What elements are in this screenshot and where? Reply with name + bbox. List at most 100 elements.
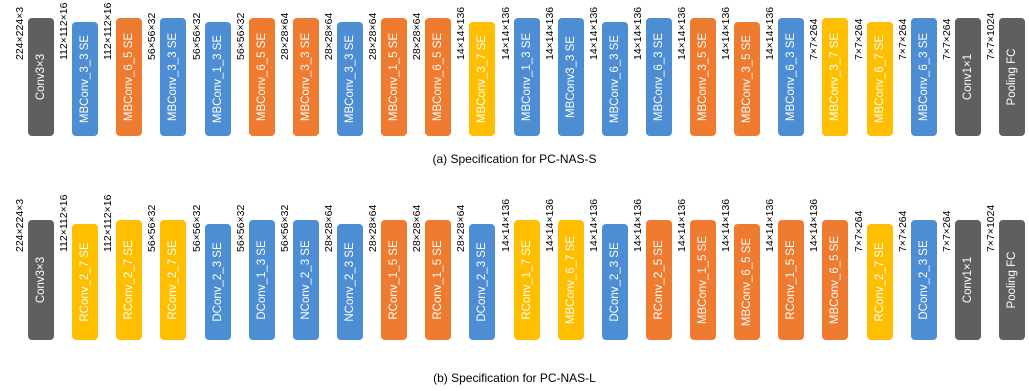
dimension-label: 56×56×32 xyxy=(146,204,159,252)
dimension-label: 14×14×136 xyxy=(499,6,512,60)
dimension-label: 14×14×136 xyxy=(499,198,512,252)
dimension-label: 7×7×264 xyxy=(940,210,953,252)
layer-block: MBConv_6_5 SE xyxy=(116,18,143,136)
layer-label: RConv_2_7 SE xyxy=(79,242,92,322)
layer-block: Conv3×3 xyxy=(28,18,54,136)
layer-label: RConv_2_5 SE xyxy=(652,240,665,320)
layer-block: MBConv_6_5 SE xyxy=(822,220,849,340)
layer-block: MBConv_6_5 SE xyxy=(734,224,761,340)
layer-block: MBConv_6_3 SE xyxy=(910,18,937,136)
pc-nas-l-diagram: 224×224×3 Conv3×3 112×112×16 RConv_2_7 SE 11… xyxy=(0,190,1029,350)
layer-block: MBConv_6_7 SE xyxy=(866,22,893,136)
layer-block: MBConv_3_3 SE xyxy=(336,22,363,136)
layer-label: MBConv_3_3 SE xyxy=(343,34,356,124)
layer-label: Conv3×3 xyxy=(35,256,47,304)
layer-block: Conv1×1 xyxy=(954,220,981,340)
layer-label: NConv_2_3 SE xyxy=(343,242,356,322)
dimension-label: 7×7×264 xyxy=(896,18,909,60)
layer-block: RConv_1_5 SE xyxy=(778,220,805,340)
layer-label: MBConv_6_5 SE xyxy=(255,32,268,122)
layer-label: MBConv_6_5 SE xyxy=(123,32,136,122)
layer-block: RConv_2_7 SE xyxy=(116,220,143,340)
layer-label: MBConv_3_7 SE xyxy=(829,32,842,122)
layer-block: RConv_1_5 SE xyxy=(425,220,452,340)
layer-block: DConv_2_3 SE xyxy=(601,224,628,340)
dimension-label: 224×224×3 xyxy=(14,198,26,252)
dimension-label: 28×28×64 xyxy=(411,12,424,60)
layer-block: DConv_1_3 SE xyxy=(248,220,275,340)
layer-label: DConv_2_3 SE xyxy=(608,242,621,322)
layer-block: RConv_2_7 SE xyxy=(866,224,893,340)
layer-block: MBConv_6_3 SE xyxy=(645,18,672,136)
dimension-label: 28×28×64 xyxy=(411,204,424,252)
layer-label: Conv1×1 xyxy=(961,53,974,101)
dimension-label: 14×14×136 xyxy=(720,198,733,252)
layer-label: MBConv_6_3 SE xyxy=(608,34,621,124)
dimension-label: 7×7×264 xyxy=(852,210,865,252)
layer-label: MBConv_1_3 SE xyxy=(520,32,533,122)
dimension-label: 14×14×136 xyxy=(543,198,556,252)
layer-label: RConv_2_7 SE xyxy=(167,240,180,320)
dimension-label: 7×7×1024 xyxy=(985,204,997,252)
layer-label: Conv1×1 xyxy=(961,256,974,304)
layer-block: Pooling FC xyxy=(999,18,1025,136)
layer-label: MBConv_3_5 SE xyxy=(697,32,710,122)
layer-block: MBConv_6_3 SE xyxy=(778,18,805,136)
layer-block: NConv_2_3 SE xyxy=(336,224,363,340)
layer-label: Pooling FC xyxy=(1006,251,1018,309)
layer-label: RConv_1_5 SE xyxy=(388,240,401,320)
dimension-label: 112×112×16 xyxy=(58,194,71,252)
layer-label: MBConv_6_5 SE xyxy=(741,237,754,327)
layer-label: MBConv_6_5 SE xyxy=(432,32,445,122)
pc-nas-l-caption: (b) Specification for PC-NAS-L xyxy=(433,371,596,385)
dimension-label: 14×14×136 xyxy=(764,6,777,60)
dimension-label: 14×14×136 xyxy=(764,198,777,252)
dimension-label: 28×28×64 xyxy=(278,12,291,60)
layer-label: MBConv_6_3 SE xyxy=(652,32,665,122)
layer-block: RConv_1_7 SE xyxy=(513,220,540,340)
layer-label: RConv_1_5 SE xyxy=(785,240,798,320)
dimension-label: 14×14×136 xyxy=(543,6,556,60)
dimension-label: 112×112×16 xyxy=(102,2,115,60)
dimension-label: 7×7×264 xyxy=(940,18,953,60)
dimension-label: 14×14×136 xyxy=(587,198,600,252)
layer-block: MBConv3_3 SE xyxy=(557,18,584,136)
layer-block: Pooling FC xyxy=(999,220,1025,340)
dimension-label: 56×56×32 xyxy=(234,204,247,252)
pc-nas-s-caption: (a) Specification for PC-NAS-S xyxy=(432,152,597,166)
dimension-label: 28×28×64 xyxy=(455,204,468,252)
layer-block: MBConv_3_3 SE xyxy=(72,22,99,136)
dimension-label: 224×224×3 xyxy=(14,6,26,60)
dimension-label: 56×56×32 xyxy=(278,204,291,252)
layer-label: DConv_2_3 SE xyxy=(476,242,489,322)
layer-block: DConv_2_3 SE xyxy=(204,224,231,340)
dimension-label: 14×14×136 xyxy=(720,6,733,60)
dimension-label: 7×7×1024 xyxy=(985,12,997,60)
layer-block: MBConv_3_7 SE xyxy=(822,18,849,136)
dimension-label: 14×14×136 xyxy=(631,198,644,252)
layer-block: MBConv_6_7 SE xyxy=(557,220,584,340)
dimension-label: 7×7×264 xyxy=(896,210,909,252)
layer-label: MBConv_3_3 SE xyxy=(299,32,312,122)
layer-block: RConv_2_5 SE xyxy=(645,220,672,340)
layer-block: MBConv_1_5 SE xyxy=(381,18,408,136)
layer-block: MBConv_6_5 SE xyxy=(248,18,275,136)
dimension-label: 56×56×32 xyxy=(190,204,203,252)
layer-label: MBConv_3_3 SE xyxy=(79,34,92,124)
layer-label: DConv_1_3 SE xyxy=(255,240,268,320)
layer-label: RConv_1_5 SE xyxy=(432,240,445,320)
dimension-label: 28×28×64 xyxy=(322,12,335,60)
layer-block: MBConv_1_3 SE xyxy=(513,18,540,136)
dimension-label: 56×56×32 xyxy=(234,12,247,60)
layer-label: MBConv_6_5 SE xyxy=(829,235,842,325)
layer-label: MBConv_3_5 SE xyxy=(741,34,754,124)
layer-label: Conv3×3 xyxy=(35,53,47,101)
layer-block: MBConv_1_3 SE xyxy=(204,22,231,136)
dimension-label: 14×14×136 xyxy=(631,6,644,60)
layer-block: MBConv_3_3 SE xyxy=(292,18,319,136)
layer-label: DConv_2_3 SE xyxy=(211,242,224,322)
layer-block: MBConv_3_5 SE xyxy=(690,18,717,136)
dimension-label: 7×7×264 xyxy=(808,18,821,60)
layer-block: RConv_2_7 SE xyxy=(72,224,99,340)
dimension-label: 56×56×32 xyxy=(190,12,203,60)
